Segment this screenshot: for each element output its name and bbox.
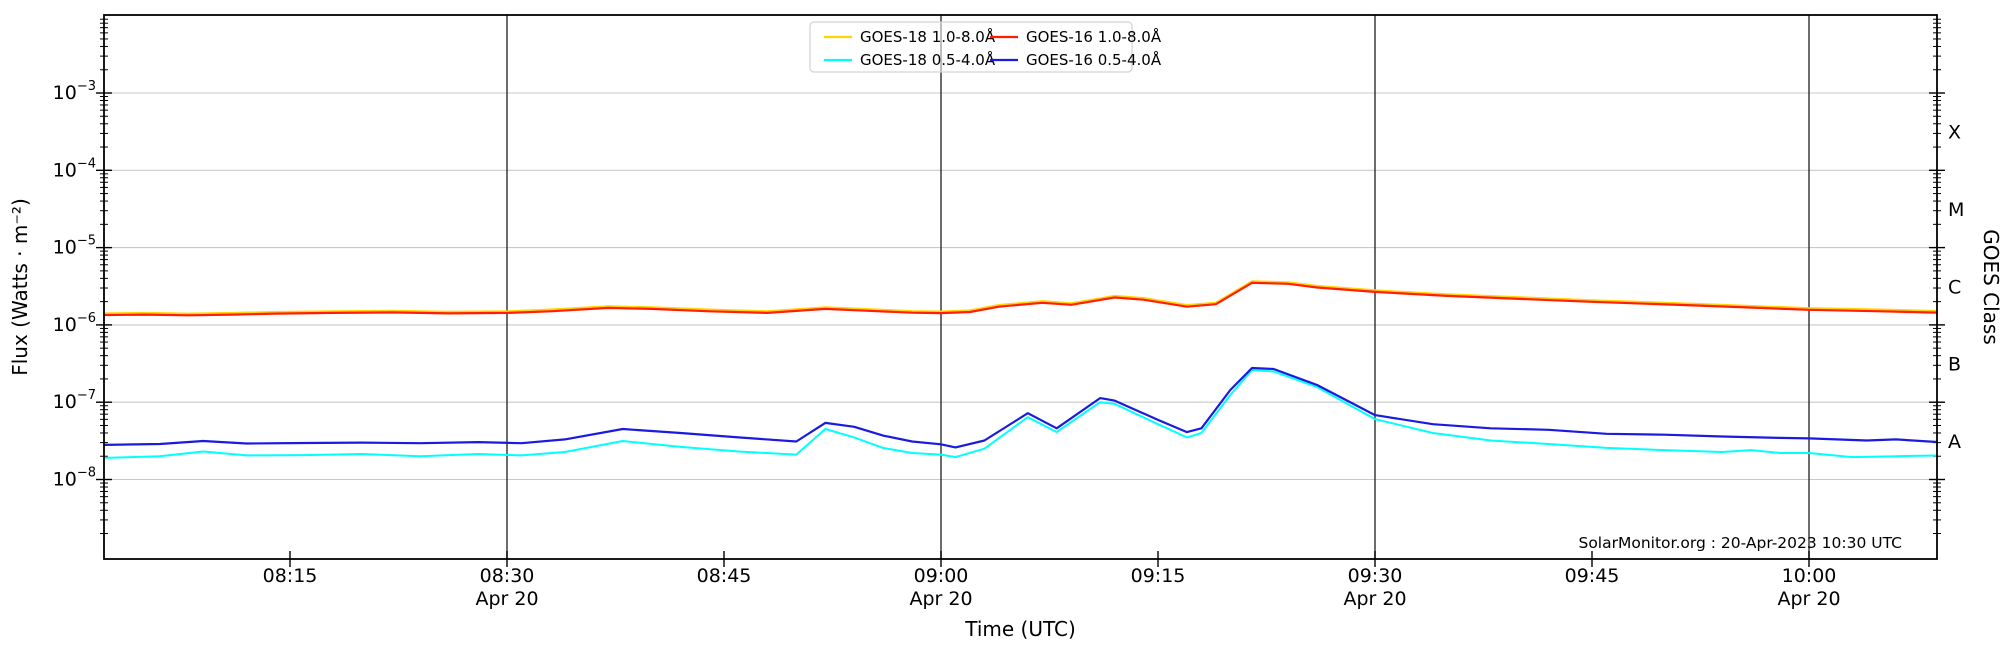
legend-label: GOES-16 0.5-4.0Å [1026, 50, 1162, 69]
legend-label: GOES-18 0.5-4.0Å [860, 50, 996, 69]
y-tick-label: 10−6 [53, 311, 96, 336]
x-date-label: Apr 20 [475, 588, 538, 610]
x-tick-label: 08:15 [263, 565, 318, 587]
y-tick-label: 10−5 [53, 234, 96, 259]
x-tick-label: 08:45 [697, 565, 752, 587]
x-tick-label: 09:15 [1131, 565, 1186, 587]
x-date-label: Apr 20 [1343, 588, 1406, 610]
legend-label: GOES-18 1.0-8.0Å [860, 27, 996, 46]
x-tick-label: 09:45 [1565, 565, 1620, 587]
goes-class-letter: A [1948, 431, 1961, 453]
x-tick-label: 10:00 [1782, 565, 1837, 587]
y-tick-label: 10−3 [53, 79, 96, 104]
x-tick-label: 09:30 [1348, 565, 1403, 587]
goes-class-letter: X [1948, 122, 1961, 144]
goes-class-letter: M [1948, 199, 1964, 221]
goes-class-letter: B [1948, 354, 1961, 376]
watermark-text: SolarMonitor.org : 20-Apr-2023 10:30 UTC [1578, 534, 1902, 552]
x-tick-label: 09:00 [914, 565, 969, 587]
x-axis-title: Time (UTC) [964, 617, 1076, 641]
legend-box [809, 21, 1133, 73]
series-line-goes-18-0-5-4-0- [104, 369, 1937, 459]
plot-border [103, 14, 1938, 560]
series-line-goes-16-0-5-4-0- [104, 366, 1937, 449]
y-tick-label: 10−4 [53, 156, 96, 181]
legend-label: GOES-16 1.0-8.0Å [1026, 27, 1162, 46]
right-axis-title: GOES Class [1979, 229, 2000, 345]
series-line-goes-18-1-0-8-0- [104, 280, 1937, 315]
x-date-label: Apr 20 [909, 588, 972, 610]
y-tick-label: 10−7 [53, 388, 96, 413]
series-line-goes-16-1-0-8-0- [104, 281, 1937, 317]
x-tick-label: 08:30 [480, 565, 535, 587]
x-date-label: Apr 20 [1777, 588, 1840, 610]
goes-class-letter: C [1948, 276, 1961, 298]
y-axis-title: Flux (Watts · m⁻²) [8, 198, 32, 376]
y-tick-label: 10−8 [53, 466, 96, 491]
